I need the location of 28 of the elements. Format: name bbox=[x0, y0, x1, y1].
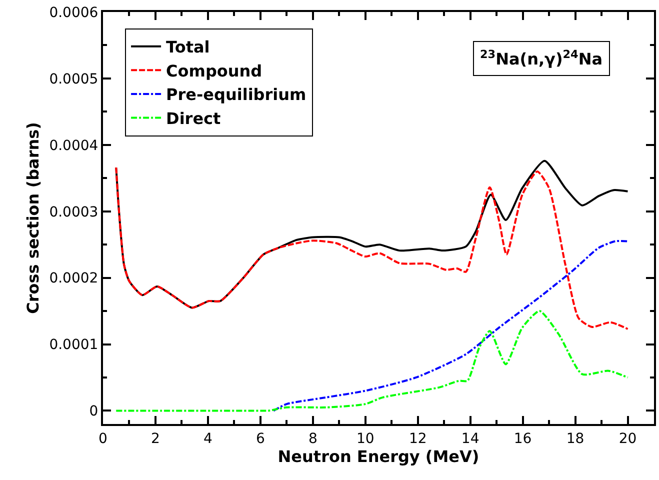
line-series bbox=[115, 160, 629, 309]
y-tick-label: 0.0006 bbox=[49, 4, 98, 21]
x-axis-title: Neutron Energy (MeV) bbox=[278, 446, 480, 466]
x-tick-label: 8 bbox=[308, 430, 318, 447]
legend-label: Compound bbox=[166, 61, 262, 80]
annotation: $^{23}$Na(n,γ)$^{24}$Na bbox=[480, 48, 603, 69]
x-tick-label: 18 bbox=[566, 430, 584, 447]
line-series bbox=[115, 166, 629, 330]
y-tick-label: 0.0001 bbox=[49, 337, 98, 354]
y-tick-label: 0.0004 bbox=[49, 138, 98, 154]
y-tick-label: 0 bbox=[89, 404, 98, 420]
legend-label: Total bbox=[166, 38, 210, 57]
x-tick-label: 10 bbox=[356, 430, 374, 447]
x-tick-label: 20 bbox=[618, 430, 637, 447]
line-series bbox=[115, 310, 629, 412]
legend-label: Pre-equilibrium bbox=[166, 85, 306, 104]
x-tick-label: 16 bbox=[514, 430, 532, 447]
line-series bbox=[272, 240, 629, 412]
x-tick-label: 6 bbox=[256, 430, 265, 447]
x-tick-label: 2 bbox=[151, 430, 160, 447]
y-axis-title: Cross section (barns) bbox=[24, 122, 43, 314]
y-tick-label: 0.0003 bbox=[49, 204, 98, 220]
y-tick-label: 0.0002 bbox=[49, 270, 98, 287]
x-tick-label: 4 bbox=[203, 430, 212, 447]
legend-label: Direct bbox=[166, 109, 222, 128]
x-tick-label: 14 bbox=[461, 430, 480, 447]
x-tick-label: 12 bbox=[408, 430, 427, 447]
y-tick-label: 0.0005 bbox=[49, 71, 98, 88]
